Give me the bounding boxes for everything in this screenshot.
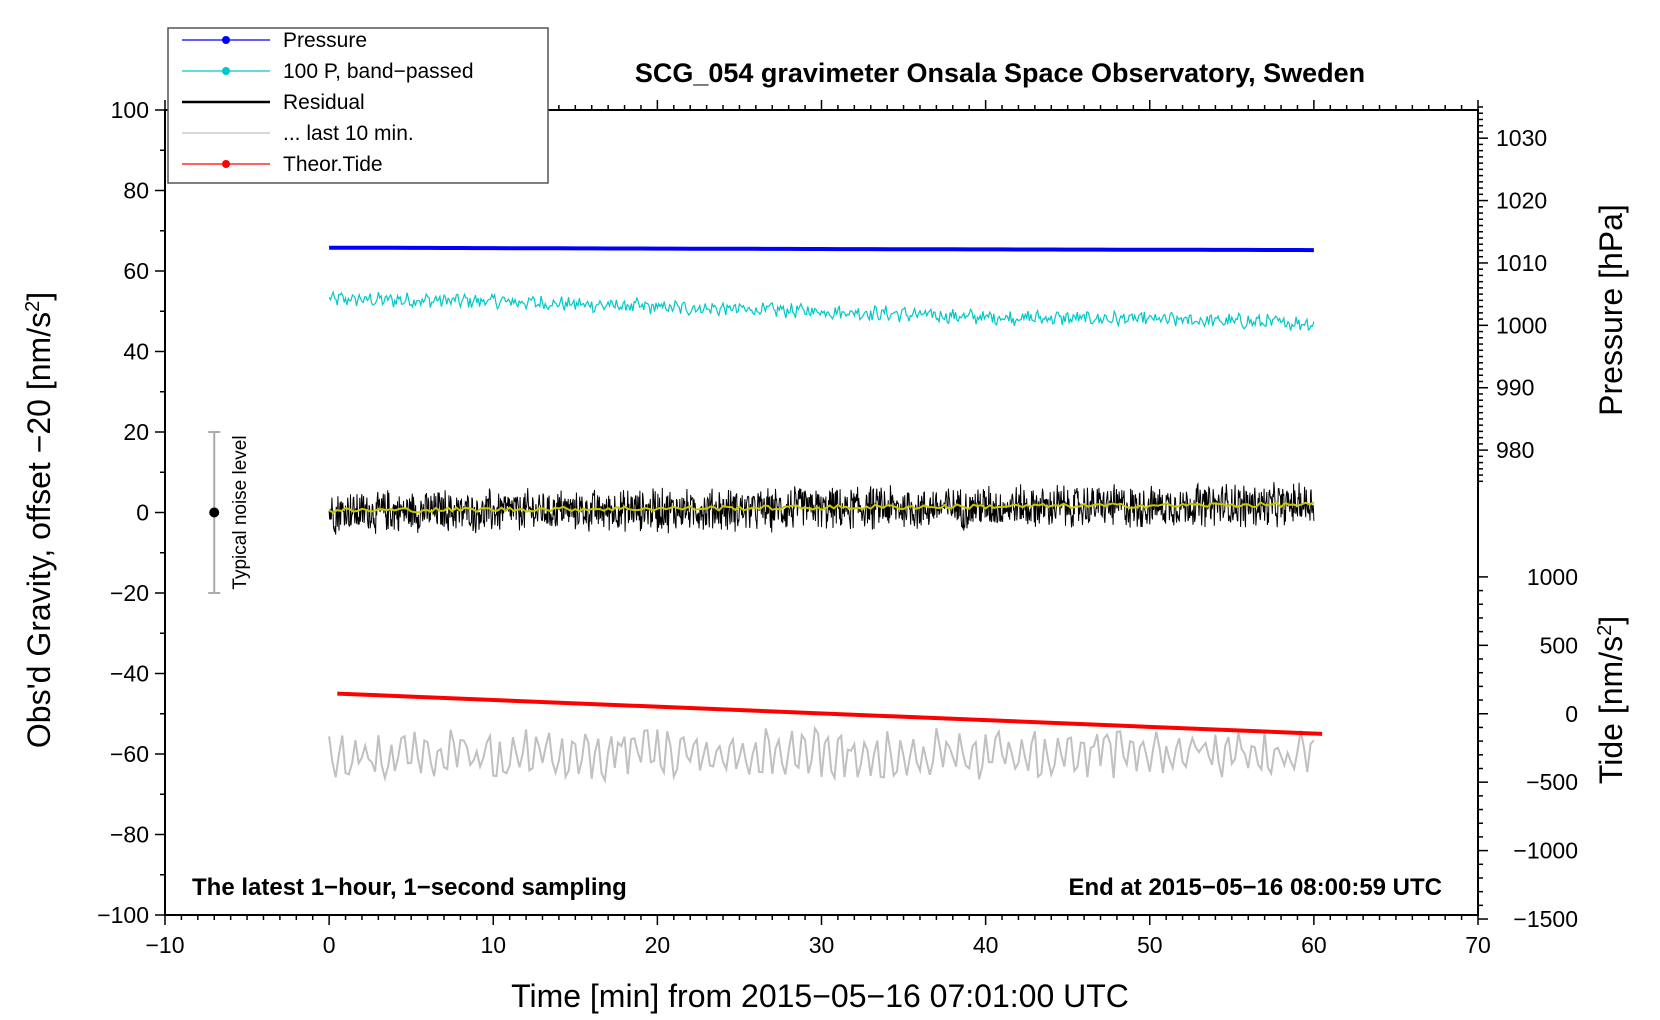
legend-label: Residual [283, 91, 365, 114]
x-tick-label: 20 [645, 932, 671, 958]
legend-label: 100 P, band−passed [283, 60, 474, 83]
x-tick-label: 10 [480, 932, 506, 958]
pressure-tick-label: 990 [1496, 375, 1534, 401]
legend-label: Theor.Tide [283, 153, 383, 176]
y-tick-label: 0 [136, 500, 149, 526]
y-axis-title-sup: 2 [22, 301, 44, 312]
x-tick-label: 0 [323, 932, 336, 958]
y-tick-label: −80 [110, 822, 149, 848]
y-tick-label: −100 [97, 902, 149, 928]
y-tick-label: 20 [123, 419, 149, 445]
y-tick-label: 80 [123, 178, 149, 204]
y-tick-label: 40 [123, 339, 149, 365]
x-axis: −10 0 10 20 30 40 50 60 70 [145, 100, 1491, 958]
annotation-end-time: End at 2015−05−16 08:00:59 UTC [1068, 874, 1442, 901]
series-line-3 [328, 725, 1315, 784]
tide-tick-label: 1000 [1527, 564, 1578, 590]
tide-axis-title: Tide [nm/s2] [1593, 616, 1629, 784]
series-layer [328, 245, 1323, 784]
annotation-sampling: The latest 1−hour, 1−second sampling [192, 874, 627, 901]
y-tick-label: −60 [110, 741, 149, 767]
x-tick-label: 50 [1137, 932, 1163, 958]
chart-title: SCG_054 gravimeter Onsala Space Observat… [635, 58, 1365, 88]
y-axis-title-main: Obs'd Gravity, offset −20 [nm/s [21, 312, 57, 748]
series-line-0 [329, 245, 1314, 253]
y-tick-label: 100 [111, 97, 149, 123]
legend-label: Pressure [283, 29, 367, 52]
x-tick-label: −10 [145, 932, 184, 958]
legend-label: ... last 10 min. [283, 122, 414, 145]
tide-tick-label: −1000 [1513, 838, 1578, 864]
y-tick-label: −40 [110, 661, 149, 687]
y-axis-tide: −1500 −1000 −500 0 500 1000 [1478, 564, 1578, 932]
tide-axis-title-end: ] [1593, 616, 1629, 625]
x-axis-title: Time [min] from 2015−05−16 07:01:00 UTC [511, 978, 1129, 1014]
x-tick-label: 70 [1465, 932, 1491, 958]
x-tick-label: 60 [1301, 932, 1327, 958]
series-line-4 [337, 691, 1323, 736]
tide-axis-title-sup: 2 [1594, 625, 1616, 636]
legend-marker [222, 36, 230, 44]
y-axis-title-end: ] [21, 292, 57, 301]
y-tick-label: −20 [110, 580, 149, 606]
pressure-tick-label: 1020 [1496, 188, 1547, 214]
legend-marker [222, 67, 230, 75]
residual-running-mean [328, 501, 1315, 514]
tide-tick-label: −1500 [1513, 906, 1578, 932]
y-tick-label: 60 [123, 258, 149, 284]
y-axis-pressure: 980 990 1000 1010 1020 1030 [1478, 106, 1547, 483]
x-tick-label: 30 [809, 932, 835, 958]
tide-tick-label: −500 [1526, 769, 1578, 795]
noise-bar: Typical noise level [208, 431, 251, 594]
tide-tick-label: 500 [1540, 632, 1578, 658]
noise-bar-label: Typical noise level [230, 435, 251, 589]
y-axis-left: −100 −80 −60 −40 −20 0 20 40 60 80 100 [97, 97, 165, 928]
legend-box [167, 27, 549, 184]
tide-axis-title-main: Tide [nm/s [1593, 636, 1629, 784]
tide-tick-label: 0 [1565, 701, 1578, 727]
legend: Pressure 100 P, band−passed Residual ... la… [167, 27, 549, 184]
y-axis-title-left: Obs'd Gravity, offset −20 [nm/s2] [21, 292, 57, 748]
series-line-1 [328, 290, 1315, 331]
pressure-tick-label: 1010 [1496, 250, 1547, 276]
pressure-tick-label: 980 [1496, 437, 1534, 463]
series-line-2 [328, 482, 1315, 535]
pressure-axis-title: Pressure [hPa] [1593, 204, 1629, 416]
noise-bar-dot [209, 507, 220, 518]
pressure-tick-label: 1000 [1496, 312, 1547, 338]
legend-marker [222, 160, 230, 168]
pressure-tick-label: 1030 [1496, 125, 1547, 151]
x-tick-label: 40 [973, 932, 999, 958]
